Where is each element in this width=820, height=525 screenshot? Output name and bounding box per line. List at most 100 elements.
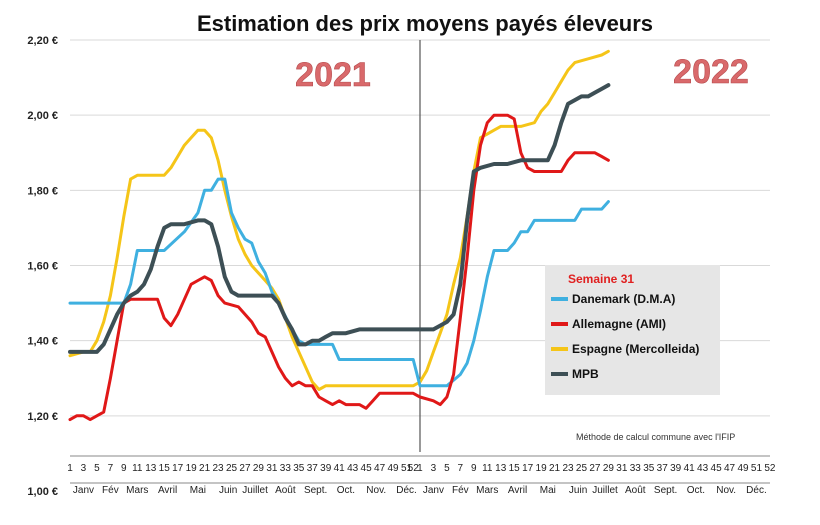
- month-label: Sept.: [654, 485, 677, 496]
- x-tick-label: 1: [67, 463, 73, 474]
- x-tick-label: 21: [199, 463, 211, 474]
- x-tick-label: 17: [522, 463, 534, 474]
- month-label: Mai: [540, 485, 556, 496]
- x-tick-label: 23: [212, 463, 224, 474]
- x-tick-label: 7: [458, 463, 464, 474]
- legend-label: Espagne (Mercolleida): [572, 342, 699, 356]
- x-tick-label: 52: [408, 463, 420, 474]
- month-label: Déc.: [396, 485, 417, 496]
- x-tick-label: 49: [737, 463, 749, 474]
- x-tick-label: 3: [81, 463, 87, 474]
- legend-label: MPB: [572, 367, 599, 381]
- x-tick-label: 47: [374, 463, 386, 474]
- month-label: Mai: [190, 485, 206, 496]
- x-tick-label: 47: [724, 463, 736, 474]
- year-label-2021: 2021: [295, 56, 371, 94]
- month-label: Janv: [423, 485, 444, 496]
- x-tick-label: 31: [266, 463, 278, 474]
- month-label: Avril: [158, 485, 177, 496]
- month-label: Oct.: [337, 485, 355, 496]
- x-tick-label: 27: [239, 463, 251, 474]
- year-label-2022: 2022: [673, 53, 749, 91]
- chart-title: Estimation des prix moyens payés éleveur…: [197, 11, 653, 36]
- x-tick-label: 41: [334, 463, 346, 474]
- month-label: Mars: [126, 485, 148, 496]
- x-tick-label: 5: [444, 463, 450, 474]
- month-label: Fév: [452, 485, 469, 496]
- x-tick-label: 25: [226, 463, 238, 474]
- x-tick-label: 49: [387, 463, 399, 474]
- x-tick-label: 9: [471, 463, 477, 474]
- x-tick-label: 39: [670, 463, 682, 474]
- month-label: Oct.: [687, 485, 705, 496]
- x-tick-label: 51: [751, 463, 763, 474]
- x-tick-label: 1: [417, 463, 423, 474]
- y-axis: 1,00 € 1,20 € 1,40 € 1,60 € 1,80 € 2,00 € 2,20…: [27, 35, 58, 498]
- series-line-danemark-d-m-a: [68, 177, 610, 388]
- y-tick-label: 1,00 €: [27, 486, 58, 498]
- x-tick-label: 45: [361, 463, 373, 474]
- x-tick-label: 39: [320, 463, 332, 474]
- x-tick-label: 51: [401, 463, 413, 474]
- x-tick-label: 15: [509, 463, 521, 474]
- x-tick-label: 9: [121, 463, 127, 474]
- legend-items: Danemark (D.M.A) Allemagne (AMI) Espagne (…: [551, 292, 699, 381]
- x-tick-label: 5: [94, 463, 100, 474]
- x-tick-label: 27: [589, 463, 601, 474]
- x-tick-label: 37: [657, 463, 669, 474]
- month-label: Août: [625, 485, 646, 496]
- y-tick-label: 2,20 €: [27, 35, 58, 47]
- y-tick-label: 1,80 €: [27, 185, 58, 197]
- month-label: Juillet: [592, 485, 618, 496]
- month-label: Nov.: [366, 485, 386, 496]
- x-tick-labels: 1 3 5 7 9 11 13 15 17 19 21 23 25 27 29 31 33 35 37 39 41 43 4…: [67, 463, 776, 474]
- month-label: Août: [275, 485, 296, 496]
- x-tick-label: 11: [132, 463, 143, 474]
- x-tick-label: 29: [253, 463, 265, 474]
- legend-label: Danemark (D.M.A): [572, 292, 675, 306]
- x-tick-label: 35: [293, 463, 305, 474]
- legend: Semaine 31 Danemark (D.M.A) Allemagne (AM…: [545, 265, 720, 395]
- x-tick-label: 37: [307, 463, 319, 474]
- method-note: Méthode de calcul commune avec l'IFIP: [576, 432, 735, 442]
- x-tick-label: 41: [684, 463, 696, 474]
- x-tick-label: 13: [145, 463, 157, 474]
- x-tick-label: 52: [764, 463, 776, 474]
- y-tick-label: 1,60 €: [27, 261, 58, 273]
- y-tick-label: 2,00 €: [27, 110, 58, 122]
- x-tick-label: 17: [172, 463, 184, 474]
- series-layer: [68, 49, 611, 422]
- x-axis: 1 3 5 7 9 11 13 15 17 19 21 23 25 27 29 31 33 35 37 39 41 43 4…: [67, 455, 776, 496]
- month-label: Sept.: [304, 485, 327, 496]
- y-tick-label: 1,40 €: [27, 336, 58, 348]
- month-label: Mars: [476, 485, 498, 496]
- x-tick-label: 7: [108, 463, 114, 474]
- month-label: Avril: [508, 485, 527, 496]
- x-tick-label: 21: [549, 463, 561, 474]
- month-label: Janv: [73, 485, 94, 496]
- x-tick-label: 33: [280, 463, 292, 474]
- series-line-espagne-mercolleida: [68, 49, 610, 391]
- x-tick-label: 33: [630, 463, 642, 474]
- x-tick-label: 11: [482, 463, 493, 474]
- x-tick-label: 29: [603, 463, 615, 474]
- month-label: Déc.: [746, 485, 767, 496]
- month-label: Nov.: [716, 485, 736, 496]
- x-tick-label: 3: [431, 463, 437, 474]
- month-label: Juillet: [242, 485, 268, 496]
- legend-label: Allemagne (AMI): [572, 317, 666, 331]
- series-line-allemagne-ami: [68, 113, 610, 422]
- x-tick-label: 35: [643, 463, 655, 474]
- month-label: Juin: [569, 485, 587, 496]
- x-tick-label: 15: [159, 463, 171, 474]
- x-tick-label: 25: [576, 463, 588, 474]
- x-tick-label: 43: [347, 463, 359, 474]
- legend-title: Semaine 31: [568, 272, 634, 286]
- x-tick-label: 43: [697, 463, 709, 474]
- month-label: Juin: [219, 485, 237, 496]
- x-tick-label: 13: [495, 463, 507, 474]
- month-labels: Janv Fév Mars Avril Mai Juin Juillet Août Sept. O…: [73, 485, 767, 496]
- series-line-mpb: [68, 83, 611, 354]
- month-label: Fév: [102, 485, 119, 496]
